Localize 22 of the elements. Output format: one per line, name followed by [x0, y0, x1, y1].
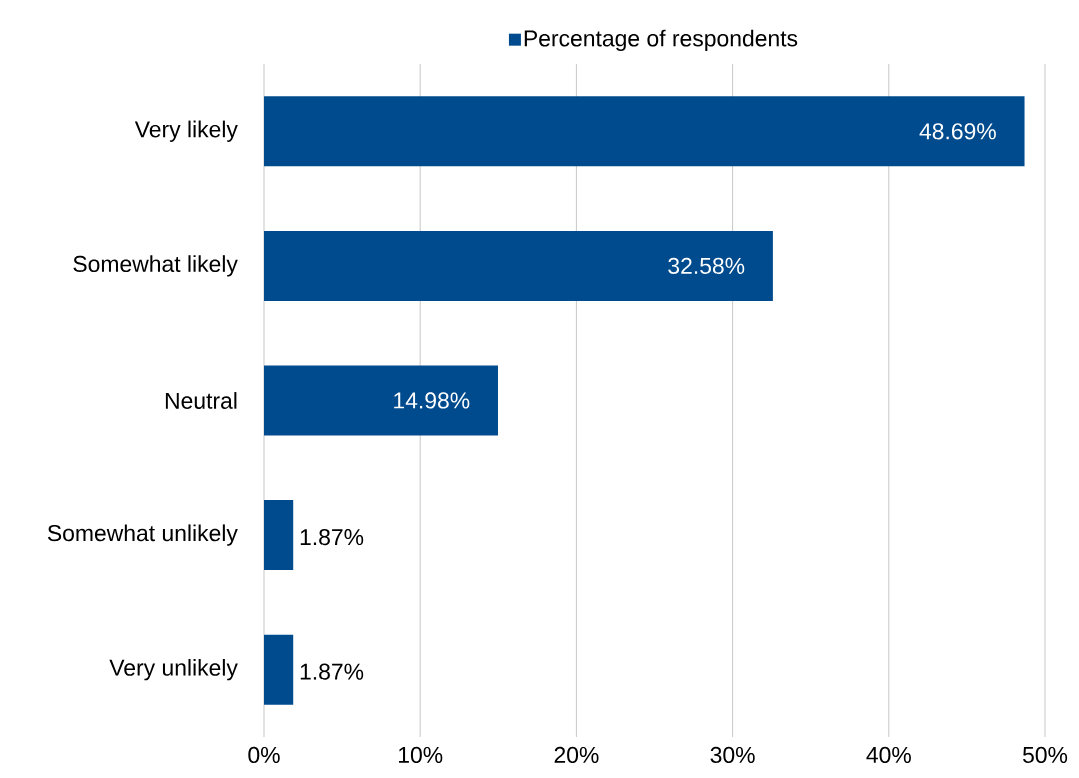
data-label: 14.98%	[394, 392, 470, 409]
bar	[264, 96, 1025, 167]
y-tick-label: Somewhat unlikely	[47, 524, 238, 546]
data-label: 1.87%	[300, 663, 364, 680]
bar	[264, 634, 294, 705]
x-tick-label: 0%	[248, 746, 280, 764]
y-tick-label: Somewhat likely	[73, 255, 238, 277]
data-label: 48.69%	[919, 123, 996, 140]
y-tick-label: Neutral	[165, 392, 237, 409]
data-label: 32.58%	[668, 257, 745, 274]
x-tick-label: 10%	[399, 746, 443, 764]
bar	[264, 365, 498, 436]
legend-label: Percentage of respondents	[524, 29, 798, 52]
x-tick-label: 40%	[866, 746, 911, 764]
data-label: 1.87%	[300, 528, 364, 546]
x-tick-label: 50%	[1023, 746, 1068, 764]
bar	[264, 230, 773, 301]
bar	[264, 500, 294, 571]
y-tick-label: Very unlikely	[109, 659, 238, 681]
x-tick-label: 20%	[554, 746, 599, 764]
y-tick-label: Very likely	[134, 120, 238, 142]
x-tick-label: 30%	[710, 746, 755, 764]
